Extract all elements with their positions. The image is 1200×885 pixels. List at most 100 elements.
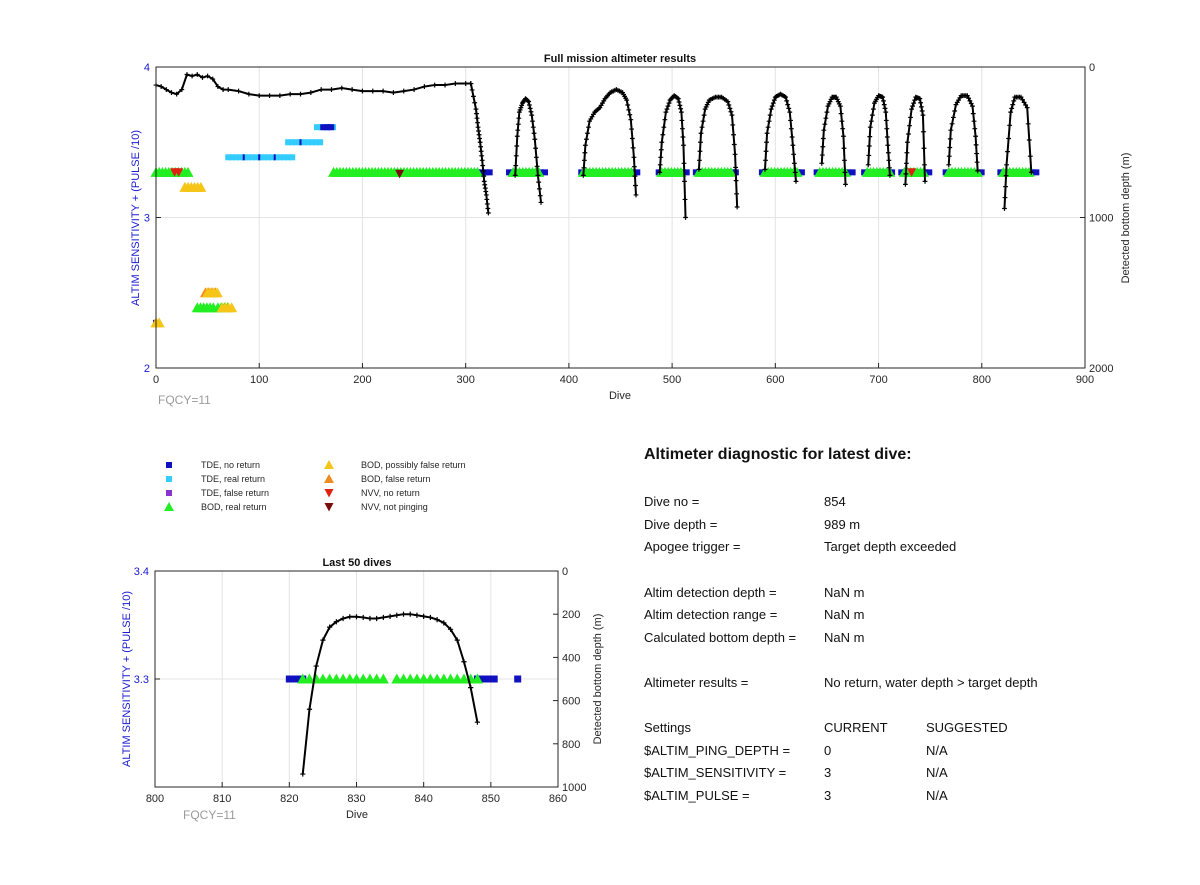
depth-point — [236, 88, 241, 94]
marker-tde_no — [898, 169, 905, 176]
bottom-chart-ticks: 800 810 820 830 840 850 860 3.3 3.4 0 200 400 600 800… — [134, 566, 587, 805]
dive-depth-line — [947, 94, 979, 171]
depth-point — [629, 126, 634, 132]
depth-point — [519, 102, 525, 108]
ping-depth-label: $ALTIM_PING_DEPTH = — [644, 743, 791, 758]
legend: TDE, no return TDE, real return TDE, false… — [164, 460, 466, 512]
depth-point — [471, 93, 476, 99]
altimeter-results-label: Altimeter results = — [644, 675, 749, 690]
marker-bod_possible — [226, 302, 238, 313]
depth-point — [205, 73, 211, 79]
depth-point — [841, 145, 847, 151]
depth-point — [822, 121, 828, 127]
depth-point — [865, 162, 871, 168]
marker-tde_no — [849, 169, 856, 176]
depth-point — [633, 192, 639, 198]
x-tick-label: 200 — [353, 374, 371, 386]
depth-point — [658, 154, 664, 160]
marker-tde_no — [926, 169, 933, 176]
depth-point — [454, 637, 460, 643]
depth-point — [1018, 94, 1024, 100]
depth-point — [698, 139, 703, 145]
depth-point — [256, 93, 262, 98]
depth-point — [174, 91, 180, 97]
depth-point — [839, 118, 845, 124]
depth-point — [973, 133, 978, 139]
marker-tde_real — [257, 154, 264, 161]
depth-point — [1006, 136, 1012, 141]
depth-point — [340, 615, 346, 622]
depth-point — [333, 619, 339, 625]
apogee-trigger-label: Apogee trigger = — [644, 539, 741, 554]
marker-tde_no — [258, 154, 261, 161]
marker-tde_no — [692, 169, 699, 176]
sensitivity-label: $ALTIM_SENSITIVITY = — [644, 765, 787, 780]
depth-point — [472, 100, 478, 106]
depth-point — [837, 103, 843, 109]
depth-point — [676, 99, 682, 105]
y2-tick-label: 1000 — [1089, 213, 1113, 225]
depth-point — [788, 118, 793, 123]
marker-tde_real — [261, 154, 268, 161]
depth-point — [920, 112, 926, 118]
y2-tick-label: 2000 — [1089, 363, 1113, 375]
marker-bod_real — [725, 166, 737, 177]
depth-point — [380, 614, 386, 621]
top-chart-y2label: Detected bottom depth (m) — [1120, 153, 1132, 284]
x-tick-label: 800 — [973, 374, 991, 386]
x-tick-label: 820 — [280, 793, 298, 805]
depth-point — [765, 124, 771, 130]
depth-point — [585, 130, 590, 136]
marker-tde_no — [242, 154, 245, 161]
depth-point — [525, 98, 531, 104]
depth-point — [1003, 184, 1008, 190]
bottom-chart-title: Last 50 dives — [322, 557, 391, 569]
depth-point — [514, 143, 520, 149]
depth-point — [762, 166, 768, 172]
marker-tde_real — [285, 139, 292, 146]
depth-point — [921, 145, 927, 151]
depth-point — [246, 91, 252, 97]
depth-point — [966, 95, 972, 101]
depth-point — [870, 106, 876, 112]
x-tick-label: 810 — [213, 793, 231, 805]
marker-tde_real — [301, 139, 308, 146]
depth-point — [974, 151, 980, 156]
depth-point — [387, 613, 393, 619]
depth-point — [530, 124, 536, 130]
marker-nvv_no — [907, 168, 917, 177]
depth-point — [329, 87, 334, 92]
depth-point — [659, 139, 665, 145]
depth-point — [434, 617, 440, 623]
depth-point — [538, 200, 544, 205]
depth-point — [518, 105, 524, 111]
depth-point — [194, 72, 200, 77]
depth-point — [485, 206, 491, 211]
depth-point — [838, 111, 844, 117]
depth-point — [339, 85, 345, 91]
depth-point — [391, 90, 396, 95]
depth-point — [220, 87, 226, 92]
depth-point — [907, 123, 912, 129]
depth-point — [624, 97, 630, 103]
depth-point — [483, 192, 489, 198]
depth-point — [770, 100, 776, 106]
depth-point — [421, 84, 427, 89]
depth-point — [163, 87, 169, 92]
legend-label: NVV, no return — [361, 488, 420, 498]
marker-nvv_np — [395, 169, 405, 179]
x-tick-label: 700 — [869, 374, 887, 386]
current-header: CURRENT — [824, 720, 888, 735]
marker-tde_no — [486, 169, 493, 176]
depth-point — [452, 81, 458, 86]
depth-point — [768, 106, 774, 112]
depth-point — [625, 102, 631, 108]
depth-point — [666, 100, 672, 106]
marker-tde_false — [166, 490, 172, 496]
depth-point — [841, 133, 846, 139]
depth-point — [869, 112, 875, 118]
depth-point — [820, 144, 826, 150]
depth-point — [484, 201, 490, 207]
depth-point — [885, 150, 891, 156]
depth-point — [414, 612, 420, 618]
